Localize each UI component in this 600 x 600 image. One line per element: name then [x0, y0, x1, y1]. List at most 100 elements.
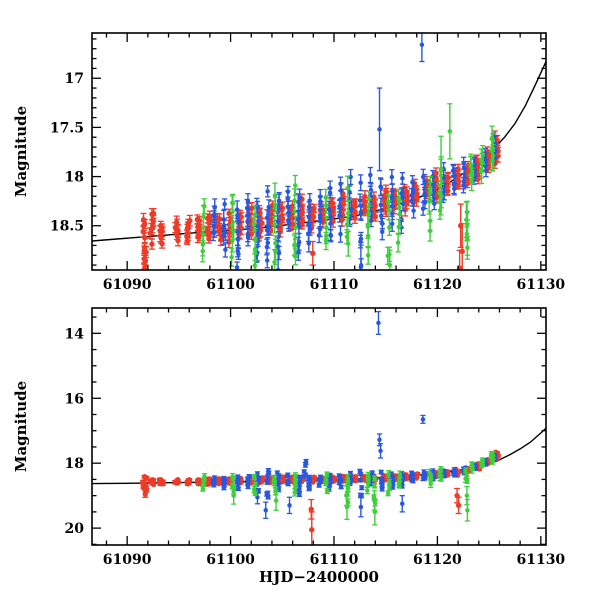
data-point: [324, 472, 330, 477]
data-point: [410, 478, 416, 483]
data-point: [264, 480, 270, 485]
x-tick-label: 61110: [310, 552, 359, 568]
data-point: [387, 262, 393, 268]
data-point: [372, 483, 377, 489]
data-point: [306, 204, 312, 210]
data-point: [378, 184, 383, 189]
y-tick-label: 18: [65, 456, 84, 472]
data-point: [234, 265, 240, 270]
data-point: [344, 493, 349, 498]
data-point: [323, 477, 329, 483]
data-point: [358, 471, 363, 477]
data-point: [361, 207, 368, 214]
data-point: [141, 221, 148, 227]
y-tick-label: 18: [65, 170, 84, 186]
data-point: [230, 476, 236, 482]
data-point: [395, 240, 401, 245]
data-point: [184, 238, 190, 244]
y-tick-label: 17: [65, 71, 84, 87]
data-point: [397, 482, 402, 488]
data-point: [339, 217, 345, 223]
data-point: [292, 242, 297, 248]
data-point: [338, 188, 344, 193]
series-green: [200, 103, 496, 270]
data-point: [337, 480, 342, 485]
x-tick-label: 61090: [103, 552, 152, 568]
data-point: [236, 486, 241, 492]
data-point: [420, 417, 426, 422]
axis-ticks: [92, 308, 546, 546]
data-point: [379, 229, 385, 235]
data-point: [211, 482, 217, 488]
data-point: [252, 248, 258, 253]
data-point: [317, 215, 323, 221]
axis-ticks: [92, 33, 546, 270]
data-point: [327, 190, 333, 195]
data-point: [310, 250, 316, 256]
data-point: [413, 475, 420, 481]
data-point: [297, 481, 302, 487]
data-point: [385, 491, 391, 496]
data-point: [452, 473, 458, 478]
data-point: [265, 495, 271, 500]
data-point: [266, 470, 272, 476]
data-point: [201, 214, 206, 220]
data-point: [292, 490, 297, 495]
data-point: [292, 198, 297, 203]
data-point: [359, 485, 364, 490]
data-point: [410, 472, 415, 477]
data-point: [253, 236, 258, 241]
data-point: [306, 241, 312, 246]
x-tick-label: 61130: [516, 277, 565, 293]
data-point: [307, 478, 313, 483]
data-point: [376, 320, 381, 326]
data-point: [159, 241, 165, 247]
data-point: [252, 212, 258, 218]
data-point: [276, 473, 282, 479]
data-point: [230, 200, 236, 206]
data-point: [323, 481, 329, 486]
panel-top: 61090 61100 61110 61120 61130 17 17.5 18 18.5 Mag…: [12, 32, 565, 293]
data-point: [200, 486, 206, 492]
data-point: [142, 234, 148, 241]
x-tick-label: 61110: [310, 277, 359, 293]
data-point: [245, 219, 250, 225]
data-point: [366, 196, 372, 202]
data-point: [389, 199, 395, 204]
data-point: [389, 174, 395, 180]
data-point: [411, 208, 416, 213]
data-point: [249, 205, 255, 211]
data-point: [265, 475, 270, 480]
data-point: [223, 247, 228, 253]
data-point: [297, 492, 302, 497]
data-point: [455, 502, 462, 509]
data-point: [286, 221, 292, 226]
data-point: [173, 480, 180, 486]
x-tick-label: 61090: [103, 277, 152, 293]
data-point: [141, 248, 148, 254]
data-point: [368, 218, 374, 223]
data-point: [397, 472, 403, 477]
data-point: [372, 213, 379, 220]
data-point: [438, 173, 444, 178]
data-point: [272, 259, 277, 265]
data-point: [422, 191, 427, 197]
y-tick-label: 17.5: [50, 120, 84, 136]
data-point: [365, 233, 371, 239]
data-point: [200, 248, 205, 254]
data-point: [358, 236, 364, 242]
data-point: [266, 204, 272, 210]
data-point: [377, 127, 382, 132]
data-point: [434, 194, 440, 200]
y-tick-label: 16: [65, 391, 84, 407]
x-tick-label: 61120: [413, 277, 462, 293]
data-point: [327, 482, 333, 487]
panel-bottom: 61090 61100 61110 61120 61130 14 16 18 20 Magnitu…: [12, 307, 565, 586]
data-point: [222, 201, 227, 207]
data-point: [323, 238, 329, 244]
data-point: [337, 213, 342, 218]
data-point: [276, 482, 281, 487]
data-point: [490, 158, 495, 163]
x-tick-label: 61100: [206, 277, 255, 293]
data-point: [296, 249, 301, 255]
